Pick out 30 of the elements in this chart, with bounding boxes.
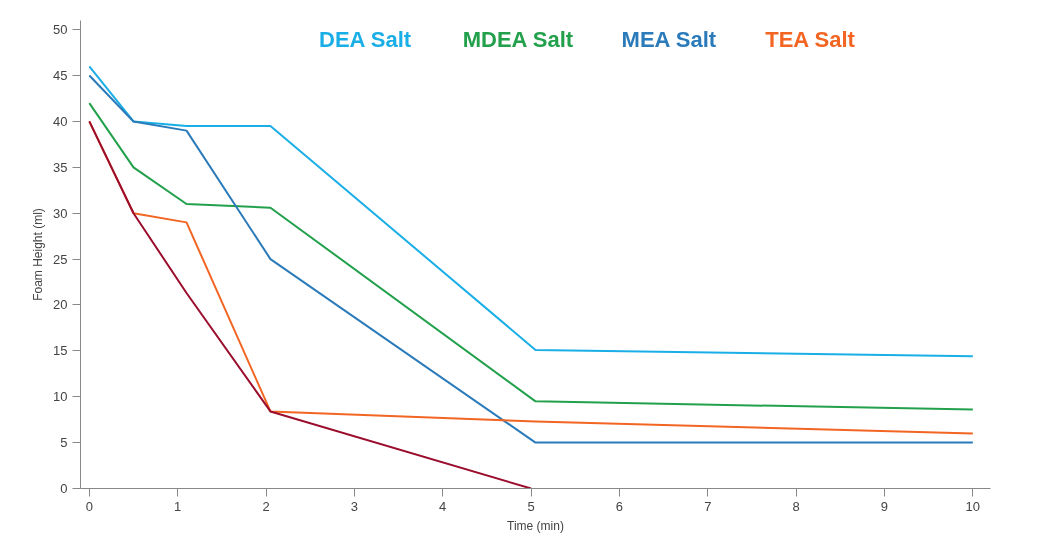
y-tick-label: 30 — [53, 205, 68, 221]
x-tick-label: 2 — [262, 498, 270, 514]
y-tick-label: 5 — [60, 435, 68, 451]
y-tick-label: 25 — [53, 251, 68, 267]
x-tick-label: 10 — [965, 498, 981, 514]
x-tick-label: 6 — [615, 498, 624, 514]
y-tick-label: 10 — [53, 389, 68, 405]
text: TEA Salt — [765, 27, 856, 53]
x-tick-label: 7 — [704, 498, 712, 514]
x-tick-label: 5 — [527, 498, 535, 514]
y-axis-title: Foam Height (ml) — [31, 208, 46, 301]
y-tick-label: 50 — [53, 22, 68, 38]
y-tick-label: 0 — [60, 481, 68, 496]
text: MDEA Salt — [462, 27, 574, 53]
y-tick-label: 40 — [53, 113, 68, 129]
x-tick-label: 9 — [880, 498, 889, 514]
line-series — [88, 120, 533, 489]
y-tick-label: 20 — [53, 297, 68, 313]
x-tick-label: 8 — [792, 498, 800, 514]
x-tick-label: 1 — [174, 498, 182, 514]
text: DEA Salt — [319, 27, 412, 53]
x-tick-label: 0 — [85, 498, 93, 514]
text: MEA Salt — [621, 27, 717, 53]
y-tick-label: 35 — [53, 159, 68, 175]
y-tick-label: 45 — [53, 68, 68, 84]
line-series — [88, 65, 974, 358]
x-tick-label: 3 — [350, 498, 358, 514]
x-axis-title: Time (min) — [507, 518, 564, 533]
y-tick-label: 15 — [53, 343, 68, 359]
x-tick-label: 4 — [439, 498, 447, 514]
